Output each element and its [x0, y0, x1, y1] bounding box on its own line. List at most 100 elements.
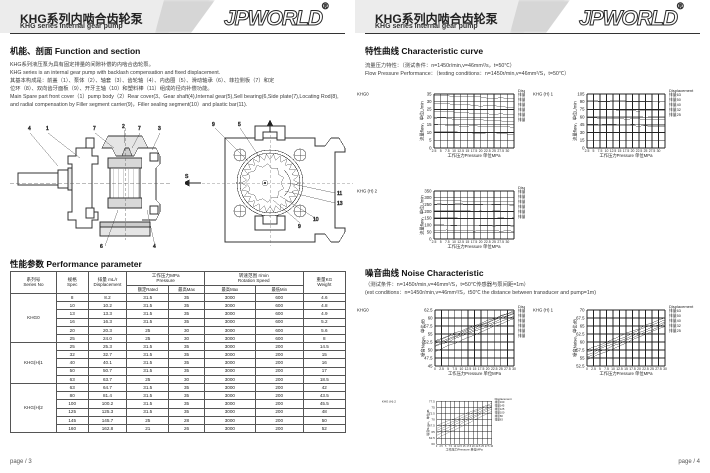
svg-text:2.5: 2.5 — [585, 149, 590, 153]
svg-text:2.5: 2.5 — [591, 367, 596, 371]
svg-text:噪音Noise，单位dB: 噪音Noise，单位dB — [572, 319, 579, 357]
svg-text:流量flow，单位L/min: 流量flow，单位L/min — [572, 101, 579, 141]
svg-text:62.5: 62.5 — [424, 307, 433, 312]
svg-text:KHG (H) 1: KHG (H) 1 — [533, 307, 554, 312]
svg-text:5: 5 — [429, 138, 432, 143]
svg-text:排量40: 排量40 — [669, 102, 681, 107]
svg-text:排量100: 排量100 — [495, 410, 505, 414]
svg-text:KHG (H) 2: KHG (H) 2 — [357, 188, 378, 193]
svg-text:排量80: 排量80 — [495, 414, 504, 418]
svg-text:排量13: 排量13 — [518, 107, 525, 112]
svg-text:70: 70 — [431, 418, 435, 422]
svg-text:Displacement: Displacement — [669, 304, 694, 309]
svg-text:100: 100 — [424, 223, 432, 228]
svg-text:65: 65 — [580, 323, 585, 328]
svg-text:Displacement: Displacement — [518, 185, 525, 190]
svg-text:70: 70 — [580, 307, 585, 312]
svg-text:噪音Noise，单位dB: 噪音Noise，单位dB — [425, 410, 430, 436]
svg-text:排量145: 排量145 — [495, 403, 505, 407]
svg-text:60: 60 — [428, 315, 433, 320]
svg-text:2.5: 2.5 — [439, 367, 444, 371]
svg-text:排量32: 排量32 — [669, 107, 681, 112]
svg-text:Displacement: Displacement — [669, 88, 694, 93]
svg-text:200: 200 — [424, 209, 432, 214]
svg-text:工作压力Pressure 单位MPa: 工作压力Pressure 单位MPa — [447, 152, 501, 159]
svg-text:30: 30 — [657, 149, 661, 153]
svg-text:60: 60 — [580, 339, 585, 344]
svg-text:排量8: 排量8 — [518, 117, 525, 122]
svg-text:排量63: 排量63 — [495, 417, 504, 421]
svg-text:30: 30 — [427, 99, 432, 104]
svg-text:7: 7 — [138, 126, 141, 132]
svg-text:排量16: 排量16 — [518, 318, 525, 323]
svg-text:55: 55 — [428, 331, 433, 336]
svg-text:55: 55 — [580, 355, 585, 360]
svg-text:排量25: 排量25 — [669, 112, 681, 117]
svg-text:60: 60 — [580, 114, 585, 119]
svg-text:11: 11 — [337, 191, 342, 197]
svg-text:工作压力Pressure 单位MPa: 工作压力Pressure 单位MPa — [447, 243, 501, 250]
svg-text:排量32: 排量32 — [669, 323, 681, 328]
svg-text:5: 5 — [440, 149, 442, 153]
svg-text:流量flow，单位L/min: 流量flow，单位L/min — [419, 101, 426, 141]
svg-text:5: 5 — [440, 240, 442, 244]
svg-text:排量20: 排量20 — [518, 97, 525, 102]
svg-text:排量100: 排量100 — [518, 204, 525, 209]
svg-text:排量40: 排量40 — [669, 318, 681, 323]
svg-text:排量16: 排量16 — [518, 102, 525, 107]
svg-text:流量flow，单位L/min: 流量flow，单位L/min — [419, 195, 426, 235]
svg-text:Displacement: Displacement — [518, 304, 525, 309]
svg-text:0: 0 — [436, 445, 438, 448]
svg-text:75: 75 — [580, 107, 585, 112]
svg-text:9: 9 — [212, 122, 215, 128]
svg-text:4: 4 — [28, 126, 31, 132]
svg-text:排量63: 排量63 — [518, 214, 525, 219]
svg-text:15: 15 — [427, 122, 432, 127]
svg-text:工作压力Pressure 单位MPa: 工作压力Pressure 单位MPa — [448, 370, 502, 377]
svg-text:2.5: 2.5 — [432, 149, 437, 153]
svg-text:20: 20 — [427, 114, 432, 119]
svg-text:4: 4 — [153, 244, 156, 248]
svg-text:1: 1 — [46, 126, 49, 132]
svg-text:Displacement: Displacement — [495, 397, 512, 401]
svg-text:排量8: 排量8 — [518, 333, 525, 338]
svg-text:350: 350 — [424, 188, 432, 193]
svg-text:5: 5 — [238, 122, 241, 128]
svg-text:排量10: 排量10 — [518, 328, 525, 333]
svg-text:105: 105 — [577, 91, 585, 96]
svg-text:排量145: 排量145 — [518, 194, 525, 199]
svg-text:KHG0: KHG0 — [357, 307, 369, 312]
svg-text:30: 30 — [663, 367, 667, 371]
svg-text:6: 6 — [100, 244, 103, 248]
svg-text:0: 0 — [586, 367, 588, 371]
svg-text:27.5: 27.5 — [504, 367, 511, 371]
svg-text:90: 90 — [580, 99, 585, 104]
svg-text:噪音Noise，单位dB: 噪音Noise，单位dB — [420, 319, 427, 357]
svg-text:250: 250 — [424, 202, 432, 207]
svg-text:工作压力Pressure 单位MPa: 工作压力Pressure 单位MPa — [446, 446, 483, 451]
svg-text:30: 30 — [580, 130, 585, 135]
svg-text:150: 150 — [424, 216, 432, 221]
svg-text:52.5: 52.5 — [576, 363, 585, 368]
svg-text:2: 2 — [122, 124, 125, 130]
svg-text:2.5: 2.5 — [432, 240, 437, 244]
svg-text:9: 9 — [298, 224, 301, 230]
svg-text:S: S — [185, 174, 189, 180]
svg-text:排量25: 排量25 — [669, 328, 681, 333]
svg-text:77.5: 77.5 — [429, 399, 435, 403]
svg-text:13: 13 — [337, 201, 343, 207]
svg-text:工作压力Pressure 单位MPa: 工作压力Pressure 单位MPa — [599, 370, 653, 377]
svg-text:10: 10 — [427, 130, 432, 135]
svg-text:27.5: 27.5 — [655, 367, 662, 371]
svg-text:30: 30 — [490, 445, 493, 448]
svg-text:KHG0: KHG0 — [357, 91, 369, 96]
svg-text:排量10: 排量10 — [518, 112, 525, 117]
svg-text:Displacement: Displacement — [518, 88, 525, 93]
svg-text:27.5: 27.5 — [485, 445, 490, 448]
svg-text:45: 45 — [428, 363, 433, 368]
svg-text:2.5: 2.5 — [439, 445, 443, 448]
svg-text:15: 15 — [580, 138, 585, 143]
svg-text:75: 75 — [431, 405, 435, 409]
svg-text:排量80: 排量80 — [518, 209, 525, 214]
svg-text:50: 50 — [427, 229, 432, 234]
